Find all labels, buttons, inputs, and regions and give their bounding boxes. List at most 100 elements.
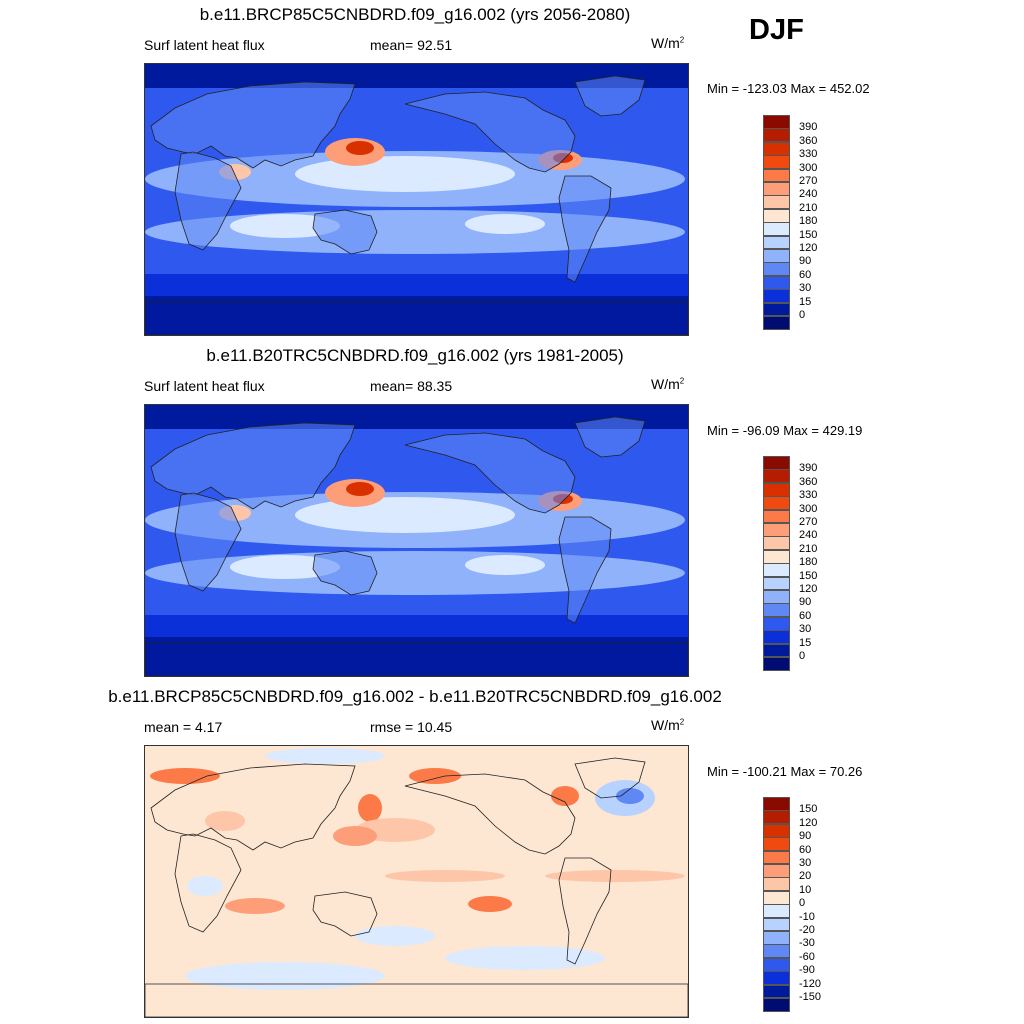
colorbar-label: 0 [799, 897, 806, 910]
colorbar-label: 90 [799, 255, 812, 268]
colorbar-label: 390 [799, 462, 818, 475]
colorbar-label: 300 [799, 161, 818, 174]
mean-label: mean= 92.51 [370, 37, 453, 53]
continent-outline [145, 642, 688, 676]
continent-outline [404, 432, 576, 514]
colorbar-label: 330 [799, 148, 818, 161]
season-label: DJF [749, 14, 804, 46]
colorbar-swatch [763, 182, 790, 196]
colorbar-swatch [763, 657, 790, 671]
colorbar-swatch [763, 141, 790, 156]
variable-label: Surf latent heat flux [144, 37, 265, 53]
colorbar-swatch [763, 302, 790, 317]
colorbar-label: 240 [799, 529, 818, 542]
colorbar-swatch [763, 850, 790, 865]
colorbar-swatch [763, 616, 790, 631]
continent-outline [145, 983, 688, 1017]
colorbar-swatch [763, 456, 790, 470]
colorbar-swatch [763, 576, 790, 591]
colorbar-label: 240 [799, 188, 818, 201]
colorbar-label: 360 [799, 134, 818, 147]
colorbar-swatch [763, 208, 790, 223]
colorbar-swatch [763, 536, 790, 551]
continent-outline [174, 833, 242, 933]
colorbar-swatch [763, 249, 790, 263]
colorbar-swatch [763, 797, 790, 811]
continent-outline [150, 763, 356, 851]
min-max-label: Min = -96.09 Max = 429.19 [707, 423, 863, 438]
colorbar-label: 360 [799, 475, 818, 488]
colorbar-swatch [763, 563, 790, 578]
continent-outline [312, 209, 378, 255]
colorbar-swatch [763, 630, 790, 645]
map-historical [144, 404, 689, 677]
units-label: W/m2 [651, 35, 685, 51]
continent-outline [574, 75, 646, 117]
colorbar-swatch [763, 837, 790, 852]
colorbar-swatch [763, 864, 790, 878]
colorbar-label: -60 [799, 950, 815, 963]
colorbar-label: 300 [799, 502, 818, 515]
panel-title: b.e11.BRCP85C5CNBDRD.f09_g16.002 (yrs 20… [199, 5, 631, 24]
colorbar-swatch [763, 155, 790, 170]
colorbar-swatch [763, 195, 790, 210]
colorbar-swatch [763, 590, 790, 604]
continent-outline [558, 175, 612, 283]
panel-title: b.e11.BRCP85C5CNBDRD.f09_g16.002 - b.e11… [108, 687, 722, 706]
continent-outline [312, 891, 378, 937]
continent-outline [404, 773, 576, 855]
colorbar-label: 20 [799, 870, 812, 883]
colorbar-label: 210 [799, 201, 818, 214]
colorbar-swatch [763, 944, 790, 959]
colorbar-label: 330 [799, 489, 818, 502]
colorbar-difference: 150 120 90 60 30 20 10 0 -10 -20 -30 -60 -90 -120 -150 [763, 797, 821, 1012]
colorbar-label: 10 [799, 883, 812, 896]
colorbar-label: 30 [799, 857, 812, 869]
colorbar-label: 270 [799, 516, 818, 528]
colorbar-swatch [763, 316, 790, 330]
colorbar-label: 30 [799, 282, 812, 295]
colorbar-swatch [763, 509, 790, 524]
colorbar-label: -150 [799, 991, 822, 1003]
continent-outline [558, 857, 612, 965]
colorbar-label: 0 [799, 650, 806, 662]
colorbar-swatch [763, 984, 790, 999]
mean-label: mean= 88.35 [370, 378, 453, 394]
colorbar-label: 15 [799, 295, 812, 308]
colorbar-label: 15 [799, 636, 812, 649]
colorbar-swatch [763, 469, 790, 484]
colorbar-label: 60 [799, 843, 812, 856]
continent-outline [174, 151, 242, 251]
colorbar-swatch [763, 549, 790, 564]
colorbar-swatch [763, 289, 790, 304]
colorbar-label: 150 [799, 569, 818, 582]
colorbar-label: 60 [799, 609, 812, 622]
colorbar-label: 0 [799, 309, 806, 321]
continent-outline [558, 516, 612, 624]
colorbar-label: -10 [799, 910, 815, 923]
colorbar-label: 270 [799, 175, 818, 187]
colorbar-label: 90 [799, 830, 812, 843]
colorbar-label: -120 [799, 977, 822, 990]
colorbar-swatch [763, 890, 790, 905]
min-max-label: Min = -123.03 Max = 452.02 [707, 81, 870, 96]
panel-title: b.e11.B20TRC5CNBDRD.f09_g16.002 (yrs 198… [206, 346, 624, 365]
colorbar-swatch [763, 957, 790, 972]
colorbar-label: -30 [799, 937, 815, 950]
continent-outline [145, 301, 688, 335]
units-label: W/m2 [651, 376, 685, 392]
colorbar-future: 390 360 330 300 270 240 210 180 150 120 90 60 30 15 0 [763, 115, 817, 330]
colorbar-swatch [763, 603, 790, 618]
colorbar-swatch [763, 917, 790, 932]
colorbar-label: 150 [799, 228, 818, 241]
colorbar-label: 90 [799, 596, 812, 609]
colorbar-label: 120 [799, 242, 818, 254]
colorbar-swatch [763, 168, 790, 183]
colorbar-swatch [763, 482, 790, 497]
map-difference [144, 745, 689, 1018]
colorbar-swatch [763, 262, 790, 277]
colorbar-label: 60 [799, 268, 812, 281]
colorbar-swatch [763, 931, 790, 945]
colorbar-label: 120 [799, 816, 818, 829]
colorbar-historical: 390 360 330 300 270 240 210 180 150 120 90 60 30 15 0 [763, 456, 817, 671]
